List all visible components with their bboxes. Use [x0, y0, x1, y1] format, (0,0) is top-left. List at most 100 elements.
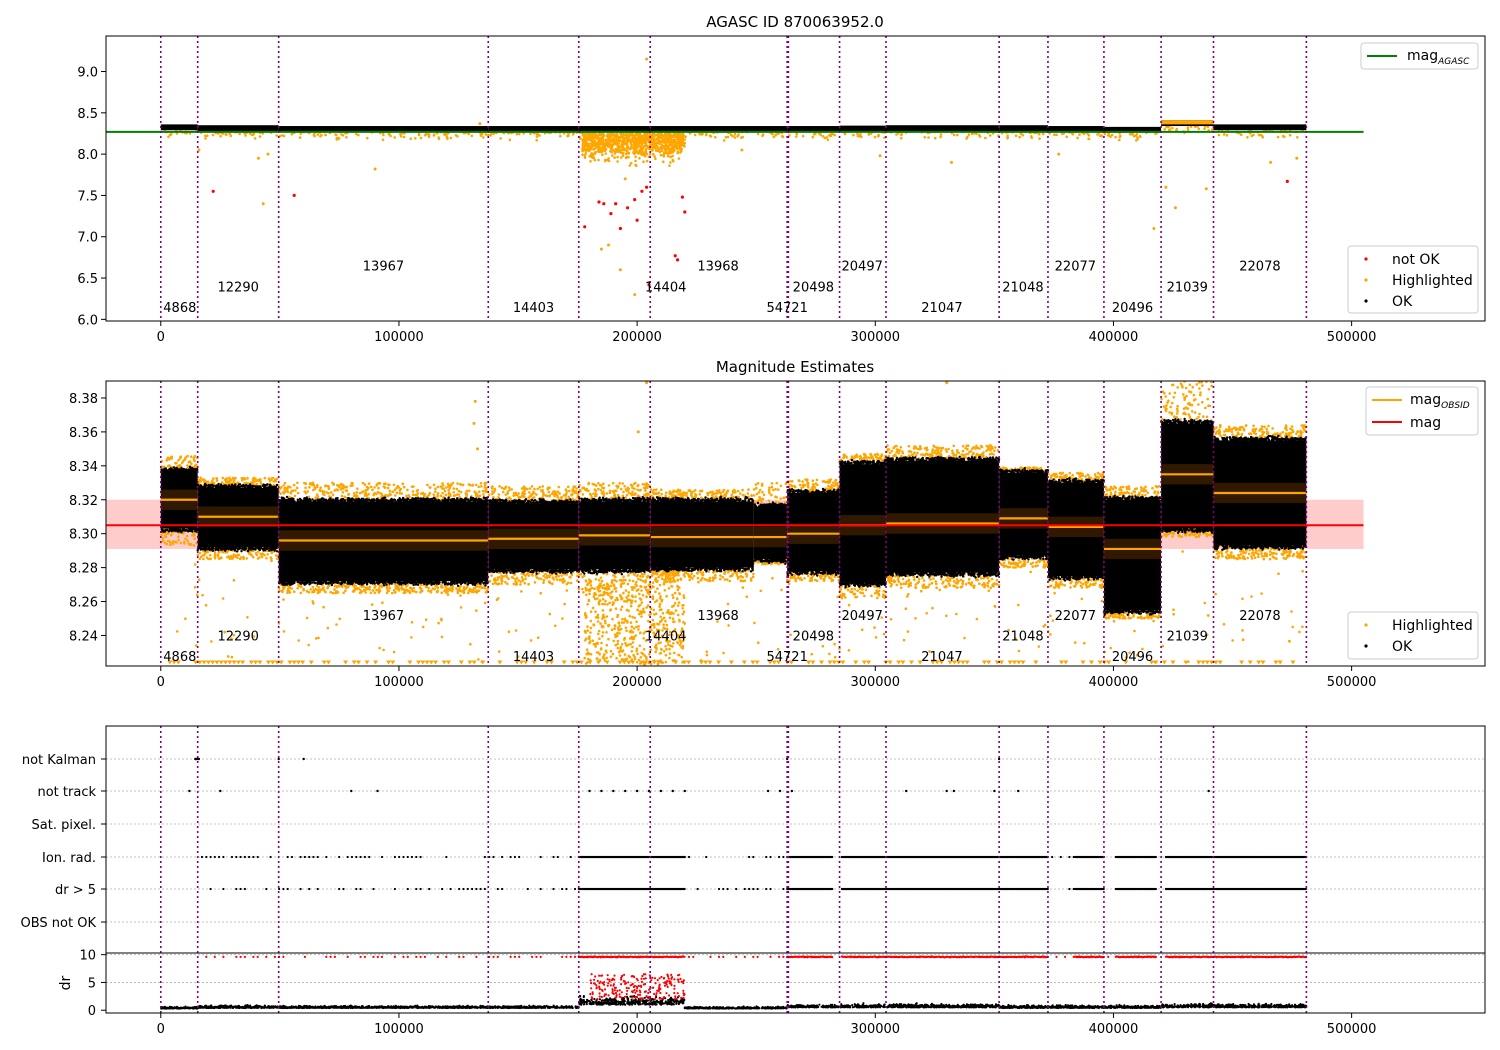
- panel-mag-legend-bottom: Highlighted OK: [1347, 611, 1479, 660]
- legend-ok: OK: [1392, 294, 1413, 310]
- ok-edge-points: [1213, 434, 1308, 551]
- panel-flags-frame: [105, 725, 1486, 1014]
- x-tick-label: 500000: [1327, 330, 1377, 345]
- panel-agasc-frame: [105, 35, 1486, 322]
- highlighted-spikes: [472, 381, 949, 451]
- ok-edge-points: [650, 495, 754, 573]
- legend-highlighted: Highlighted: [1392, 273, 1473, 289]
- obsid-label: 13968: [697, 260, 738, 275]
- ok-band: [488, 126, 579, 132]
- panel-agasc-title: AGASC ID 870063952.0: [706, 13, 884, 31]
- ok-band: [197, 125, 279, 131]
- y-tick-label: 6.0: [77, 313, 98, 328]
- ok-edge-points: [884, 455, 1001, 579]
- panel-mag-legend-top: magOBSID mag: [1365, 386, 1479, 436]
- panel-flags: not Kalman not track Sat. pixel. Ion. rad. d…: [21, 725, 1486, 1037]
- dr-axis-label: dr: [58, 975, 74, 990]
- panel-mag-frame: [105, 380, 1486, 667]
- obsid-label: 21047: [921, 650, 962, 665]
- y-tick-label: 8.36: [69, 426, 98, 441]
- obsid-label: 12290: [218, 629, 259, 644]
- ok-edge-points: [278, 495, 489, 588]
- panel-agasc: AGASC ID 870063952.0 4868 12290 13967 14403…: [77, 13, 1486, 345]
- ok-edge-points: [1160, 417, 1215, 534]
- obsid-label: 21039: [1167, 629, 1208, 644]
- obsid-label: 22077: [1055, 609, 1096, 624]
- y-tick-label: 8.30: [69, 528, 98, 543]
- x-tick-label: 0: [157, 330, 165, 345]
- obsid-label: 21048: [1002, 629, 1043, 644]
- ok-block: [999, 472, 1048, 556]
- legend-highlighted-2: Highlighted: [1392, 618, 1473, 634]
- x-tick-label: 100000: [374, 330, 424, 345]
- x-tick-label: 400000: [1089, 330, 1139, 345]
- panel-agasc-plot-area: 4868 12290 13967 14403 14404 13968 54721 20498 2…: [106, 36, 1364, 321]
- obsid-label: 14403: [513, 650, 554, 665]
- obsid-label: 54721: [766, 301, 807, 316]
- legend-ok-2: OK: [1392, 639, 1413, 655]
- y-tick-label: 8.24: [69, 629, 98, 644]
- obsid-label: 20498: [793, 629, 834, 644]
- x-tick-label: 200000: [612, 330, 662, 345]
- ok-band: [1213, 124, 1307, 131]
- y-tick-label: 8.0: [77, 148, 98, 163]
- obsid-label: 20498: [793, 280, 834, 295]
- obsid-label: 13968: [697, 609, 738, 624]
- dr-tick-label: 0: [88, 1004, 96, 1019]
- y-tick-label: 8.5: [77, 107, 98, 122]
- ok-edge-points: [1047, 477, 1105, 582]
- obsid-label: 22078: [1239, 260, 1280, 275]
- obsid-label: 20497: [842, 609, 883, 624]
- obsid-label: 20496: [1112, 301, 1153, 316]
- ok-band: [886, 125, 1000, 131]
- ok-block: [650, 501, 754, 568]
- dr-tick-label: 10: [79, 949, 96, 964]
- ok-band: [160, 124, 198, 131]
- panel-agasc-legend-bottom: not OK Highlighted OK: [1347, 245, 1479, 314]
- obsid-label: 21047: [921, 301, 962, 316]
- x-tick-label: 0: [157, 1022, 165, 1037]
- ok-band: [787, 126, 840, 132]
- ok-edge-points: [487, 497, 580, 575]
- obsid-label: 20497: [842, 260, 883, 275]
- ok-block: [753, 506, 788, 560]
- obsid-label: 22077: [1055, 260, 1096, 275]
- ok-block: [488, 503, 579, 570]
- obsid-label: 14404: [645, 280, 686, 295]
- ok-band: [1103, 126, 1162, 133]
- x-tick-label: 300000: [850, 1022, 900, 1037]
- y-tick-label: 8.32: [69, 494, 98, 509]
- ok-edge-points: [577, 495, 652, 576]
- x-tick-label: 0: [157, 675, 165, 690]
- highlighted-band: [1161, 120, 1214, 125]
- dr-tick-label: 5: [88, 976, 96, 991]
- panel-mag-plot-area: 4868 12290 13967 14403 14404 13968 54721 20498 2…: [106, 381, 1364, 666]
- panel-agasc-legend-top: magAGASC: [1360, 42, 1479, 70]
- ok-block: [839, 464, 887, 583]
- ok-band: [278, 126, 489, 132]
- ok-edge-points: [753, 501, 788, 565]
- obsid-label: 4868: [163, 650, 196, 665]
- y-tick-label: 6.5: [77, 272, 98, 287]
- y-tick-label: 8.34: [69, 460, 98, 475]
- panel-mag-axes: 8.24 8.26 8.28 8.30 8.32 8.34 8.36 8.38 0 100000 2…: [69, 392, 1376, 690]
- x-tick-label: 200000: [612, 1022, 662, 1037]
- x-tick-label: 500000: [1327, 1022, 1377, 1037]
- panel-agasc-axes: 6.0 6.5 7.0 7.5 8.0 8.5 9.0 0 100000 200000 300000…: [77, 66, 1376, 345]
- ok-band: [999, 125, 1048, 131]
- not-ok-points: [211, 179, 1289, 287]
- x-tick-label: 100000: [374, 675, 424, 690]
- flag-category-label: not Kalman: [22, 753, 96, 768]
- ok-block: [1161, 423, 1214, 529]
- ok-band: [578, 126, 651, 132]
- x-tick-label: 400000: [1089, 675, 1139, 690]
- ok-block: [1047, 482, 1104, 577]
- ok-block: [1103, 499, 1162, 611]
- x-tick-label: 500000: [1327, 675, 1377, 690]
- ok-edge-points: [1102, 494, 1162, 617]
- ok-block: [787, 492, 840, 571]
- dr-ok-points: [160, 994, 1308, 1010]
- y-tick-label: 8.28: [69, 562, 98, 577]
- y-tick-label: 7.0: [77, 231, 98, 246]
- obsid-label: 20496: [1112, 650, 1153, 665]
